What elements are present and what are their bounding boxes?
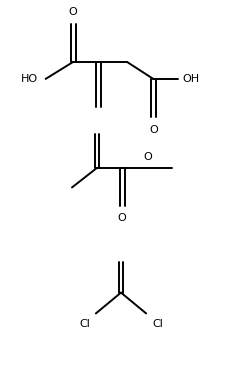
Text: HO: HO xyxy=(21,74,38,84)
Text: OH: OH xyxy=(182,74,199,84)
Text: Cl: Cl xyxy=(152,319,163,329)
Text: O: O xyxy=(149,125,158,136)
Text: Cl: Cl xyxy=(79,319,90,329)
Text: O: O xyxy=(143,152,152,162)
Text: O: O xyxy=(69,6,77,16)
Text: O: O xyxy=(118,213,127,223)
